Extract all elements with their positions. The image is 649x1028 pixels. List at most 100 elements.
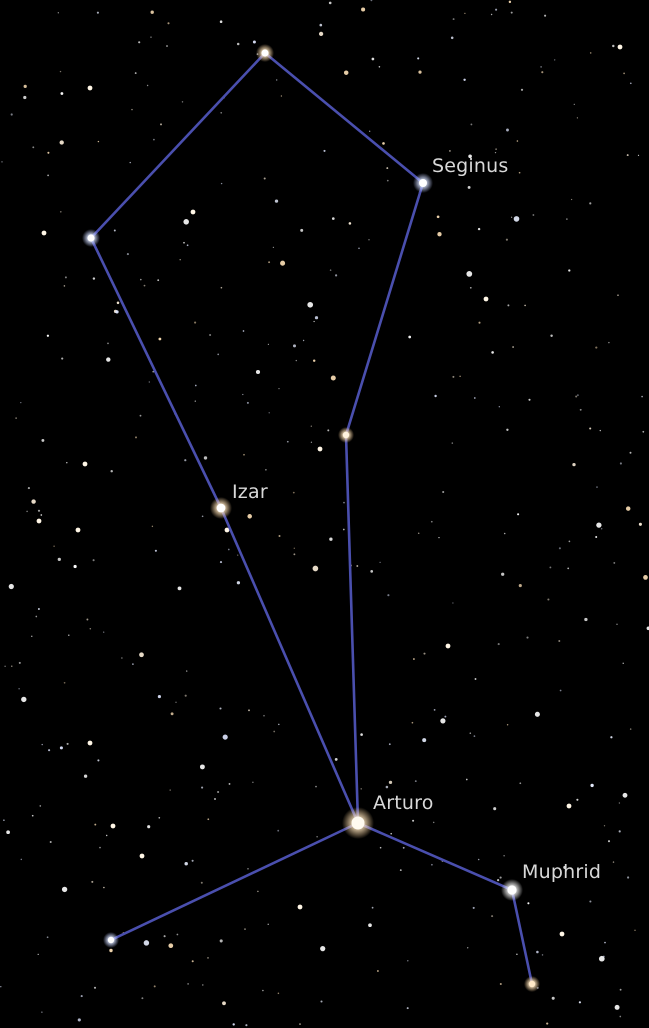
background-star [474,678,477,680]
background-star [10,113,13,116]
background-star [103,631,105,633]
star-left [82,229,100,247]
background-star [313,320,315,323]
background-star [68,634,70,636]
background-star [510,216,513,218]
background-star [490,13,493,16]
background-star [47,151,50,154]
background-star [627,876,630,879]
background-star [491,915,494,918]
background-star [388,743,391,746]
background-star [75,527,81,533]
background-star [59,210,62,213]
background-star [411,721,414,724]
background-star [608,341,610,344]
background-star [31,499,36,504]
background-star [563,865,567,869]
background-star [158,816,161,819]
background-star [406,1007,409,1010]
background-star [508,0,512,4]
background-star [96,11,99,14]
background-star [107,342,109,345]
background-star [440,718,446,724]
background-star [265,469,267,471]
background-star [220,182,223,185]
background-star [116,301,120,305]
background-star [506,428,509,431]
star-southwest [103,932,119,948]
star-south [524,976,540,992]
background-star [483,296,489,302]
background-star [207,818,210,821]
background-star [412,819,415,822]
background-star [0,986,2,988]
background-star [570,198,573,201]
background-star [510,11,513,14]
background-star [187,983,189,985]
background-star [77,1018,81,1022]
background-star [408,335,412,339]
background-star [247,514,252,519]
background-star [280,260,286,266]
background-star [638,522,642,526]
background-star [312,359,316,362]
background-star [286,440,289,443]
background-star [343,70,349,75]
background-star [219,561,223,564]
background-star [169,789,171,791]
background-star [577,394,579,396]
background-star [438,536,440,539]
background-star [527,902,530,905]
background-star [626,154,629,157]
background-star [622,792,628,798]
background-star [46,334,50,337]
background-star [360,733,363,736]
constellation-stars [82,44,540,992]
background-star [369,130,371,132]
background-star [97,759,100,762]
background-star [219,20,223,23]
background-star [516,140,519,142]
background-star [132,663,134,665]
background-star [224,527,230,533]
background-star [299,1023,301,1026]
background-star [61,357,64,360]
background-star [115,310,119,314]
background-star [503,855,505,857]
background-star [467,947,469,949]
background-star [498,406,500,408]
background-star [184,459,187,462]
background-star [73,564,77,569]
background-star [277,829,280,832]
background-star [4,665,6,667]
background-star [551,996,555,1000]
background-star [227,548,230,551]
background-star [589,52,592,54]
background-star [246,401,249,404]
background-star [134,72,137,75]
background-star [37,608,40,610]
background-star [61,886,68,893]
background-star [139,414,142,417]
background-star [94,823,97,826]
background-star [32,146,35,149]
background-star [139,652,144,658]
background-star [31,635,33,637]
background-star [126,253,129,256]
background-star [320,946,326,952]
background-star [519,782,522,785]
background-star [103,886,105,889]
background-star [150,36,152,38]
background-star [469,286,472,289]
background-star [335,274,338,277]
background-star [385,785,389,789]
background-star [148,381,150,383]
background-star [18,661,21,664]
background-star [302,339,305,342]
background-star [590,783,594,788]
background-star [589,900,592,903]
background-star [87,740,93,746]
background-star [175,701,177,703]
background-star [323,149,326,152]
